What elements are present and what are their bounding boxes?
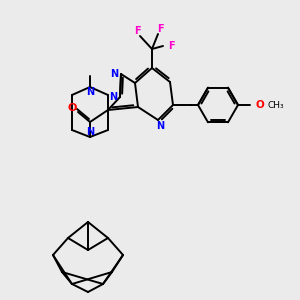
Text: O: O bbox=[67, 103, 77, 113]
Text: N: N bbox=[86, 127, 94, 137]
Text: F: F bbox=[134, 26, 140, 36]
Text: O: O bbox=[255, 100, 264, 110]
Text: N: N bbox=[156, 121, 164, 131]
Text: N: N bbox=[109, 92, 117, 102]
Text: N: N bbox=[86, 87, 94, 97]
Text: F: F bbox=[157, 24, 163, 34]
Text: N: N bbox=[110, 69, 118, 79]
Text: F: F bbox=[168, 41, 174, 51]
Text: CH₃: CH₃ bbox=[268, 100, 285, 109]
